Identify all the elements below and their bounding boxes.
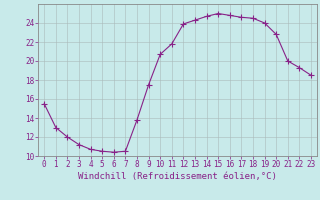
X-axis label: Windchill (Refroidissement éolien,°C): Windchill (Refroidissement éolien,°C)	[78, 172, 277, 181]
